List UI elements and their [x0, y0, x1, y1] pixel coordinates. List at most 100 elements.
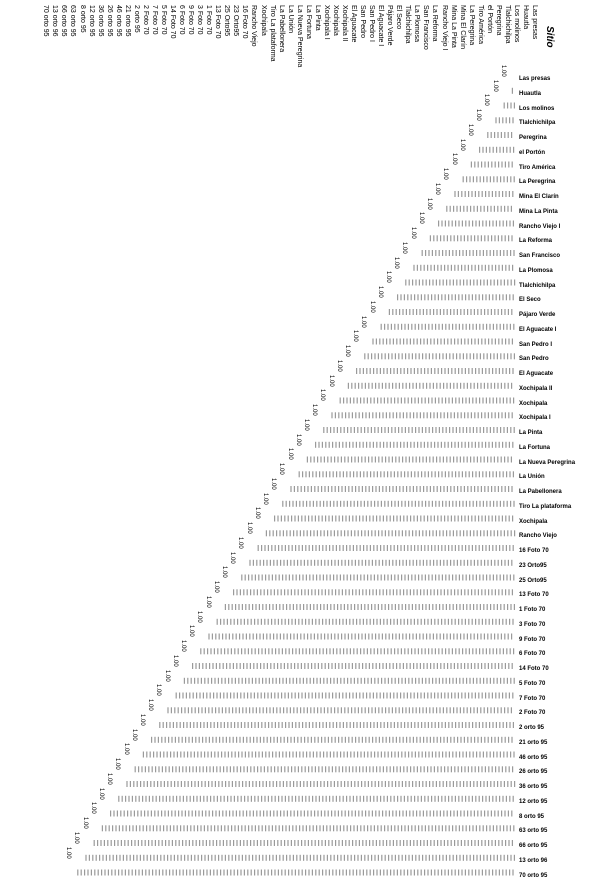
matrix-value-mark: [475, 825, 477, 832]
matrix-value-mark: [285, 500, 287, 507]
matrix-value-mark: [250, 795, 252, 802]
matrix-value-mark: [373, 648, 375, 655]
matrix-value-mark: [506, 397, 508, 404]
matrix-value-mark: [318, 795, 320, 802]
matrix-value-mark: [327, 736, 329, 743]
matrix-value-mark: [454, 264, 456, 271]
matrix-value-mark: [210, 722, 212, 728]
matrix-value-mark: [420, 589, 422, 596]
matrix-value-mark: [431, 323, 433, 330]
matrix-value-mark: [276, 633, 278, 640]
matrix-value-mark: [462, 250, 464, 256]
matrix-value-mark: [129, 781, 131, 787]
matrix-value-mark: [256, 589, 258, 596]
matrix-value-mark: [474, 441, 476, 448]
matrix-value-mark: [199, 766, 201, 773]
matrix-value-mark: [261, 825, 263, 832]
matrix-value-mark: [469, 854, 471, 861]
matrix-value-mark: [418, 574, 420, 581]
matrix-value-mark: [411, 677, 413, 684]
matrix-value-mark: [409, 589, 411, 596]
matrix-value-mark: [491, 264, 493, 271]
matrix-value-mark: [331, 486, 333, 492]
matrix-value-mark: [507, 633, 509, 640]
matrix-value-mark: [404, 825, 406, 832]
matrix-value-mark: [321, 766, 323, 773]
matrix-value-mark: [325, 692, 327, 699]
matrix-value-mark: [495, 368, 497, 374]
matrix-value-mark: [314, 559, 316, 566]
matrix-value-mark: [389, 736, 391, 743]
matrix-value-mark: [289, 707, 291, 714]
matrix-value-mark: [448, 471, 450, 478]
matrix-value-mark: [320, 707, 322, 714]
matrix-value-mark: [245, 633, 247, 640]
matrix-value-mark: [507, 353, 509, 360]
matrix-value-mark: [317, 486, 319, 492]
matrix-value-mark: [431, 825, 433, 832]
matrix-value-mark: [448, 323, 450, 330]
matrix-value-mark: [473, 530, 475, 537]
matrix-value-mark: [246, 736, 248, 743]
matrix-value-mark: [158, 840, 160, 846]
matrix-value-mark: [399, 515, 401, 522]
matrix-value-mark: [200, 751, 202, 758]
matrix-value-mark: [424, 648, 426, 655]
matrix-value-mark: [401, 781, 403, 787]
matrix-value-mark: [469, 825, 471, 832]
matrix-value-mark: [282, 751, 284, 758]
matrix-value-mark: [214, 781, 216, 787]
matrix-value-mark: [461, 441, 463, 448]
matrix-value-mark: [426, 486, 428, 492]
matrix-value-mark: [243, 663, 245, 669]
matrix-value-mark: [375, 810, 377, 817]
diagonal-cell: 1.00: [417, 212, 424, 224]
diagonal-cell: 1.00: [147, 699, 154, 711]
matrix-value-mark: [146, 854, 148, 861]
matrix-value-mark: [478, 264, 480, 271]
matrix-value-mark: [434, 397, 436, 404]
matrix-value-mark: [360, 751, 362, 758]
matrix-value-mark: [487, 633, 489, 640]
matrix-value-mark: [364, 633, 366, 640]
matrix-value-mark: [466, 205, 468, 212]
matrix-value-mark: [319, 648, 321, 655]
matrix-value-mark: [508, 264, 510, 271]
matrix-value-mark: [474, 235, 476, 242]
matrix-value-mark: [493, 250, 495, 256]
matrix-value-mark: [231, 781, 233, 787]
matrix-value-mark: [249, 559, 251, 566]
matrix-value-mark: [307, 840, 309, 846]
matrix-value-mark: [475, 722, 477, 728]
matrix-value-mark: [372, 441, 374, 448]
matrix-value-mark: [356, 795, 358, 802]
matrix-value-mark: [497, 132, 499, 138]
matrix-value-mark: [505, 618, 507, 625]
matrix-value-mark: [433, 736, 435, 743]
matrix-value-mark: [295, 795, 297, 802]
matrix-value-mark: [488, 589, 490, 596]
matrix-value-mark: [427, 545, 429, 551]
matrix-value-mark: [134, 766, 136, 773]
row-label: 70 orto 95: [519, 872, 548, 879]
matrix-value-mark: [416, 486, 418, 492]
matrix-value-mark: [310, 633, 312, 640]
matrix-value-mark: [459, 677, 461, 684]
matrix-value-mark: [419, 382, 421, 389]
matrix-value-mark: [467, 559, 469, 566]
matrix-value-mark: [371, 854, 373, 861]
matrix-value-mark: [339, 574, 341, 581]
matrix-value-mark: [431, 648, 433, 655]
matrix-value-mark: [404, 751, 406, 758]
matrix-value-mark: [369, 795, 371, 802]
matrix-value-mark: [373, 545, 375, 551]
matrix-value-mark: [180, 825, 182, 832]
matrix-value-mark: [388, 530, 390, 537]
matrix-value-mark: [452, 677, 454, 684]
matrix-value-mark: [344, 736, 346, 743]
matrix-value-mark: [311, 692, 313, 699]
matrix-value-mark: [360, 427, 362, 433]
matrix-value-mark: [285, 574, 287, 581]
matrix-value-mark: [367, 604, 369, 610]
matrix-value-mark: [460, 235, 462, 242]
